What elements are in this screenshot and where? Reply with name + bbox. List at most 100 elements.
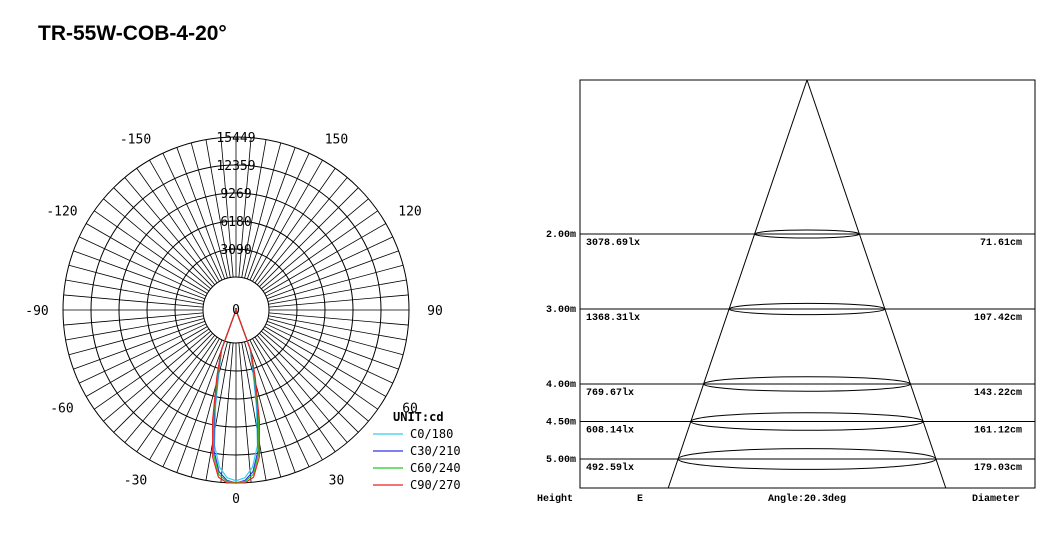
polar-spoke xyxy=(261,198,369,290)
legend-entry: C90/270 xyxy=(410,478,461,492)
column-header-height: Height xyxy=(537,493,573,505)
radial-tick-label: 3090 xyxy=(220,243,251,258)
polar-spoke xyxy=(68,318,205,356)
polar-spoke xyxy=(246,147,296,280)
polar-spoke xyxy=(124,177,216,285)
radial-tick-label: 12359 xyxy=(216,159,255,174)
polar-spoke xyxy=(205,139,231,278)
polar-spoke xyxy=(94,328,210,410)
polar-curve-C90-270 xyxy=(211,309,261,484)
angle-label: -120 xyxy=(46,205,77,220)
angle-label: -90 xyxy=(25,304,48,319)
page-title: TR-55W-COB-4-20° xyxy=(38,22,227,45)
polar-inner-circle xyxy=(202,276,270,344)
polar-spoke xyxy=(136,168,218,284)
illuminance-value: 1368.31lx xyxy=(586,312,640,324)
polar-spoke xyxy=(162,339,223,467)
angle-label: 30 xyxy=(329,474,345,489)
column-header-e: E xyxy=(637,494,643,505)
illuminance-value: 608.14lx xyxy=(586,425,634,437)
angle-label: -30 xyxy=(124,474,147,489)
polar-spoke xyxy=(205,342,231,481)
polar-spoke xyxy=(268,279,407,305)
cone-frame xyxy=(579,79,1036,489)
legend-entry: C30/210 xyxy=(410,444,461,458)
polar-spoke xyxy=(79,323,207,384)
polar-spoke xyxy=(256,177,348,285)
polar-spoke xyxy=(113,187,213,287)
diameter-value: 143.22cm xyxy=(974,388,1022,399)
angle-label: 90 xyxy=(427,304,443,319)
polar-spoke xyxy=(262,210,378,292)
cone-edge-right xyxy=(806,79,947,489)
polar-spoke xyxy=(85,223,208,294)
polar-spoke xyxy=(103,330,211,422)
polar-spoke xyxy=(124,335,216,443)
radial-tick-label: 15449 xyxy=(216,131,255,146)
cone-ellipse xyxy=(728,302,886,316)
illuminance-value: 492.59lx xyxy=(586,462,634,474)
polar-spoke xyxy=(246,340,296,473)
polar-spoke xyxy=(244,142,282,279)
polar-spoke xyxy=(149,159,220,282)
cone-footer: Height E Angle:20.3deg Diameter xyxy=(537,493,1020,505)
diameter-value: 107.42cm xyxy=(974,313,1022,324)
polar-spoke xyxy=(252,159,323,282)
polar-spoke xyxy=(73,250,206,300)
angle-label: 120 xyxy=(398,205,421,220)
polar-spoke xyxy=(264,223,387,294)
polar-ring xyxy=(174,248,298,372)
diameter-value: 179.03cm xyxy=(974,463,1022,474)
polar-spoke xyxy=(244,341,282,478)
angle-label: 150 xyxy=(325,132,348,147)
polar-spoke xyxy=(268,294,409,308)
polar-spoke xyxy=(262,328,378,410)
height-label: 3.00m xyxy=(546,305,576,316)
height-label: 4.00m xyxy=(546,380,576,391)
polar-spoke xyxy=(136,336,218,452)
polar-ring xyxy=(146,220,326,400)
polar-spoke xyxy=(79,236,207,297)
polar-spoke xyxy=(85,326,208,397)
polar-spoke xyxy=(68,264,205,302)
illuminance-value: 3078.69lx xyxy=(586,237,640,249)
polar-spoke xyxy=(249,339,310,467)
column-header-diameter: Diameter xyxy=(972,493,1020,505)
polar-spoke xyxy=(265,323,393,384)
polar-spoke xyxy=(268,315,407,341)
polar-spoke xyxy=(176,340,226,473)
height-label: 5.00m xyxy=(546,455,576,466)
polar-spoke xyxy=(63,294,204,308)
radial-tick-label: 6180 xyxy=(220,215,251,230)
angle-label: -150 xyxy=(120,132,151,147)
polar-spoke xyxy=(268,312,409,326)
legend-entry: C0/180 xyxy=(410,427,453,441)
polar-spoke xyxy=(149,338,220,461)
polar-spoke xyxy=(73,320,206,370)
cone-ellipse xyxy=(754,229,860,239)
cone-rows: 2.00m 3078.69lx 71.61cm 3.00m 1368.31lx 107.4… xyxy=(546,229,1035,474)
polar-spoke xyxy=(176,147,226,280)
radial-tick-label: 9269 xyxy=(220,187,251,202)
cone-edge-left xyxy=(667,79,808,489)
polar-spoke xyxy=(266,320,399,370)
polar-spoke xyxy=(259,333,359,433)
cone-ellipse xyxy=(677,448,937,470)
column-header-angle: Angle:20.3deg xyxy=(768,493,846,505)
polar-spoke xyxy=(190,341,228,478)
angle-label: 0 xyxy=(232,492,240,507)
cone-chart: 2.00m 3078.69lx 71.61cm 3.00m 1368.31lx 107.4… xyxy=(537,79,1036,505)
polar-spoke xyxy=(265,236,393,297)
diameter-value: 161.12cm xyxy=(974,426,1022,437)
polar-ring xyxy=(90,164,382,456)
polar-spoke xyxy=(241,139,267,278)
polar-spoke xyxy=(264,326,387,397)
polar-spoke xyxy=(259,187,359,287)
angle-label: 60 xyxy=(402,402,418,417)
polar-curves xyxy=(211,309,261,484)
angle-label: -60 xyxy=(50,402,73,417)
polar-spoke xyxy=(267,264,404,302)
polar-spoke xyxy=(94,210,210,292)
